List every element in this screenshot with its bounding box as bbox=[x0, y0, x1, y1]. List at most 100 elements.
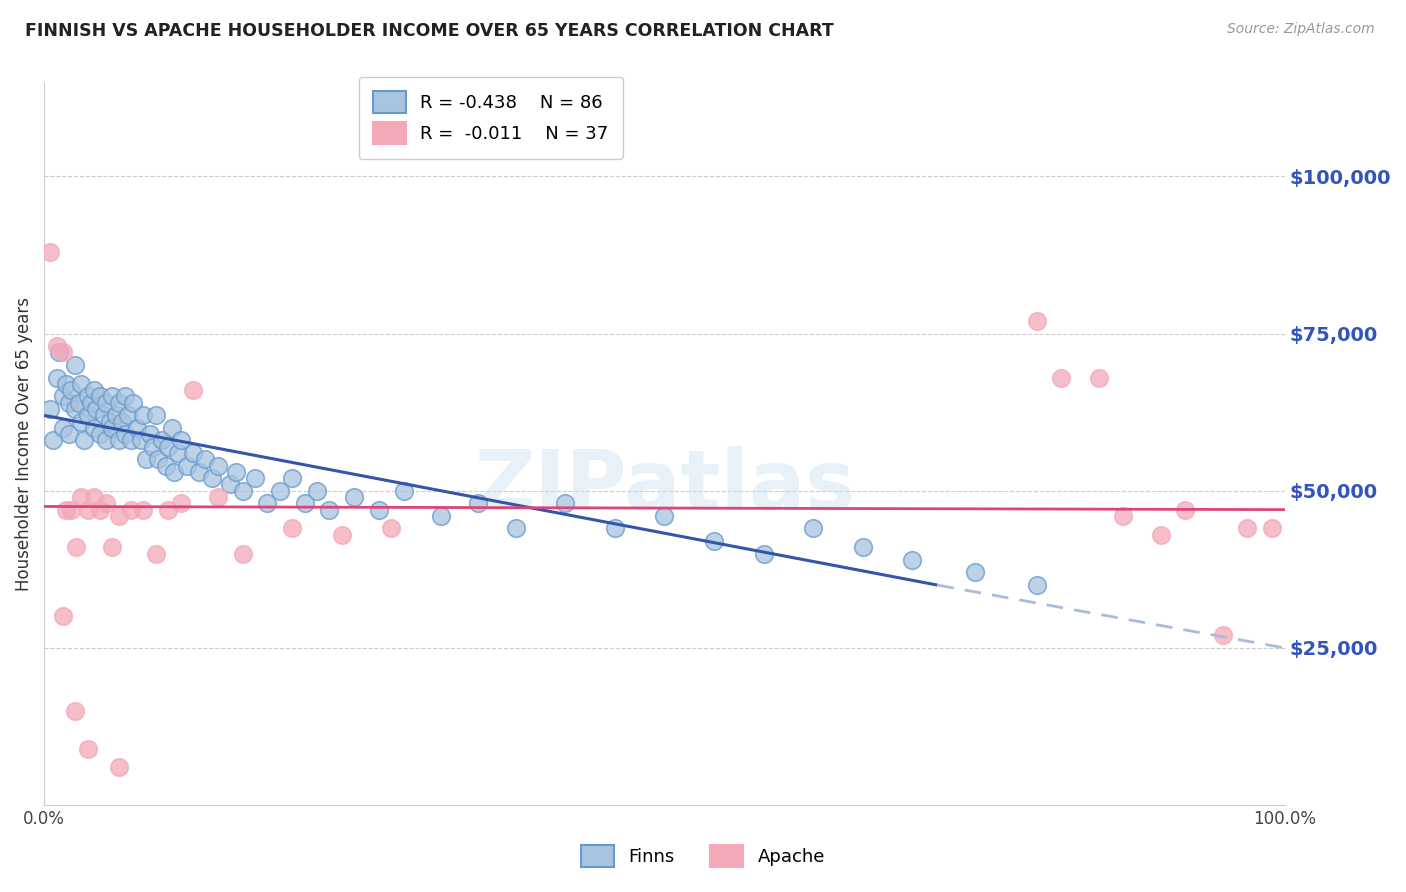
Point bbox=[430, 508, 453, 523]
Point bbox=[83, 490, 105, 504]
Text: Source: ZipAtlas.com: Source: ZipAtlas.com bbox=[1227, 22, 1375, 37]
Point bbox=[167, 446, 190, 460]
Point bbox=[52, 609, 75, 624]
Point bbox=[94, 496, 117, 510]
Point bbox=[157, 440, 180, 454]
Point bbox=[70, 415, 93, 429]
Point bbox=[73, 434, 96, 448]
Point bbox=[392, 483, 415, 498]
Point bbox=[63, 704, 86, 718]
Point bbox=[76, 389, 98, 403]
Point bbox=[138, 427, 160, 442]
Point bbox=[160, 421, 183, 435]
Point bbox=[70, 490, 93, 504]
Point bbox=[132, 409, 155, 423]
Point bbox=[55, 376, 77, 391]
Point bbox=[232, 547, 254, 561]
Point bbox=[98, 415, 121, 429]
Legend: Finns, Apache: Finns, Apache bbox=[574, 838, 832, 874]
Point bbox=[101, 541, 124, 555]
Point bbox=[80, 396, 103, 410]
Point bbox=[467, 496, 489, 510]
Point bbox=[135, 452, 157, 467]
Point bbox=[114, 427, 136, 442]
Point bbox=[1050, 370, 1073, 384]
Point bbox=[554, 496, 576, 510]
Point bbox=[120, 502, 142, 516]
Point bbox=[132, 502, 155, 516]
Point bbox=[60, 383, 83, 397]
Point bbox=[105, 409, 128, 423]
Point bbox=[1212, 628, 1234, 642]
Point bbox=[107, 396, 129, 410]
Point bbox=[294, 496, 316, 510]
Point bbox=[127, 421, 149, 435]
Point bbox=[39, 244, 62, 259]
Point bbox=[169, 496, 191, 510]
Point bbox=[232, 483, 254, 498]
Point bbox=[505, 521, 527, 535]
Point bbox=[111, 415, 134, 429]
Point bbox=[1087, 370, 1109, 384]
Point bbox=[60, 502, 83, 516]
Point bbox=[55, 502, 77, 516]
Point bbox=[76, 409, 98, 423]
Point bbox=[163, 465, 186, 479]
Point bbox=[89, 427, 111, 442]
Point bbox=[200, 471, 222, 485]
Point bbox=[122, 396, 145, 410]
Point bbox=[83, 383, 105, 397]
Point bbox=[603, 521, 626, 535]
Point bbox=[42, 434, 65, 448]
Point bbox=[654, 508, 676, 523]
Point bbox=[703, 534, 725, 549]
Point bbox=[1149, 528, 1171, 542]
Point bbox=[176, 458, 198, 473]
Point bbox=[145, 409, 167, 423]
Point bbox=[1112, 508, 1135, 523]
Point bbox=[801, 521, 824, 535]
Point bbox=[83, 421, 105, 435]
Point bbox=[181, 383, 204, 397]
Point bbox=[63, 402, 86, 417]
Point bbox=[852, 541, 875, 555]
Point bbox=[343, 490, 366, 504]
Point bbox=[145, 547, 167, 561]
Point bbox=[67, 396, 90, 410]
Point bbox=[101, 421, 124, 435]
Point bbox=[380, 521, 402, 535]
Point bbox=[76, 502, 98, 516]
Point bbox=[76, 741, 98, 756]
Point bbox=[1025, 578, 1047, 592]
Point bbox=[207, 458, 229, 473]
Point bbox=[45, 339, 67, 353]
Point bbox=[219, 477, 242, 491]
Point bbox=[368, 502, 391, 516]
Point bbox=[207, 490, 229, 504]
Point bbox=[1174, 502, 1197, 516]
Point bbox=[188, 465, 211, 479]
Point bbox=[101, 389, 124, 403]
Point bbox=[181, 446, 204, 460]
Point bbox=[305, 483, 328, 498]
Point bbox=[256, 496, 278, 510]
Text: ZIPatlas: ZIPatlas bbox=[474, 447, 855, 527]
Point bbox=[107, 508, 129, 523]
Point bbox=[155, 458, 177, 473]
Point bbox=[114, 389, 136, 403]
Point bbox=[84, 402, 107, 417]
Text: FINNISH VS APACHE HOUSEHOLDER INCOME OVER 65 YEARS CORRELATION CHART: FINNISH VS APACHE HOUSEHOLDER INCOME OVE… bbox=[25, 22, 834, 40]
Point bbox=[169, 434, 191, 448]
Point bbox=[52, 421, 75, 435]
Point bbox=[318, 502, 340, 516]
Point bbox=[52, 389, 75, 403]
Point bbox=[89, 502, 111, 516]
Point bbox=[1261, 521, 1284, 535]
Point bbox=[94, 396, 117, 410]
Legend: R = -0.438    N = 86, R =  -0.011    N = 37: R = -0.438 N = 86, R = -0.011 N = 37 bbox=[359, 77, 623, 159]
Point bbox=[58, 396, 80, 410]
Point bbox=[281, 521, 304, 535]
Point bbox=[117, 409, 139, 423]
Point bbox=[52, 345, 75, 359]
Point bbox=[65, 541, 87, 555]
